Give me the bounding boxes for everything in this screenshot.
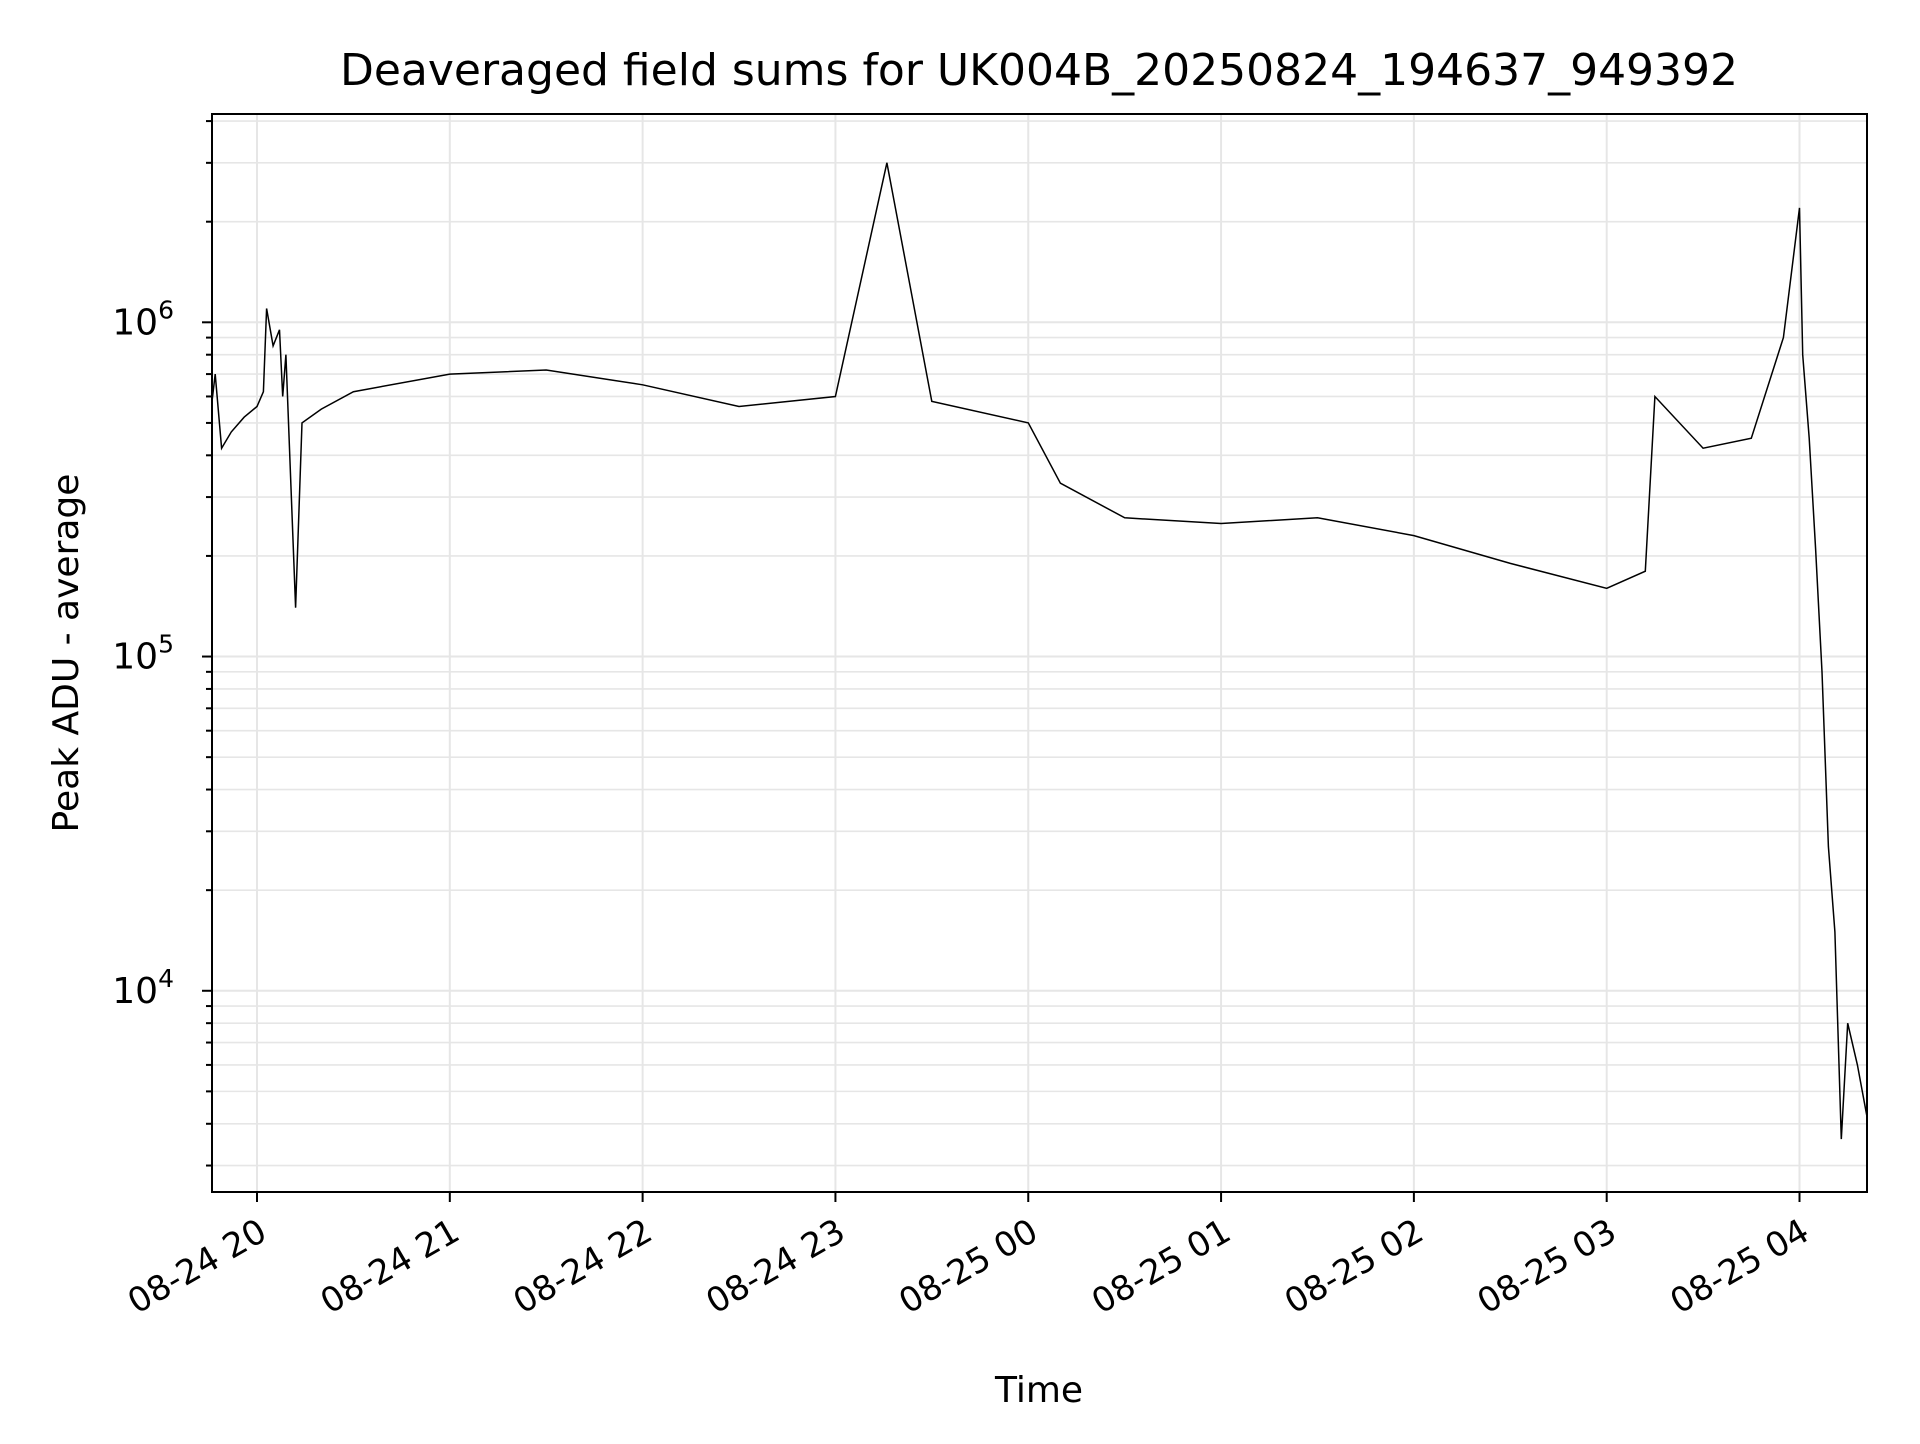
y-tick-label: 105 <box>112 630 174 678</box>
chart-title: Deaveraged field sums for UK004B_2025082… <box>340 45 1738 96</box>
y-tick-label: 106 <box>112 295 174 343</box>
y-axis-label: Peak ADU - average <box>46 474 87 833</box>
series-line <box>211 162 1868 1140</box>
grid-lines <box>212 114 1867 1192</box>
data-series <box>211 162 1868 1140</box>
x-axis-label: Time <box>994 1370 1083 1411</box>
plot-frame <box>211 113 1868 1193</box>
y-tick-label: 104 <box>112 964 174 1012</box>
y-axis: 104 105 106 <box>112 120 212 1167</box>
